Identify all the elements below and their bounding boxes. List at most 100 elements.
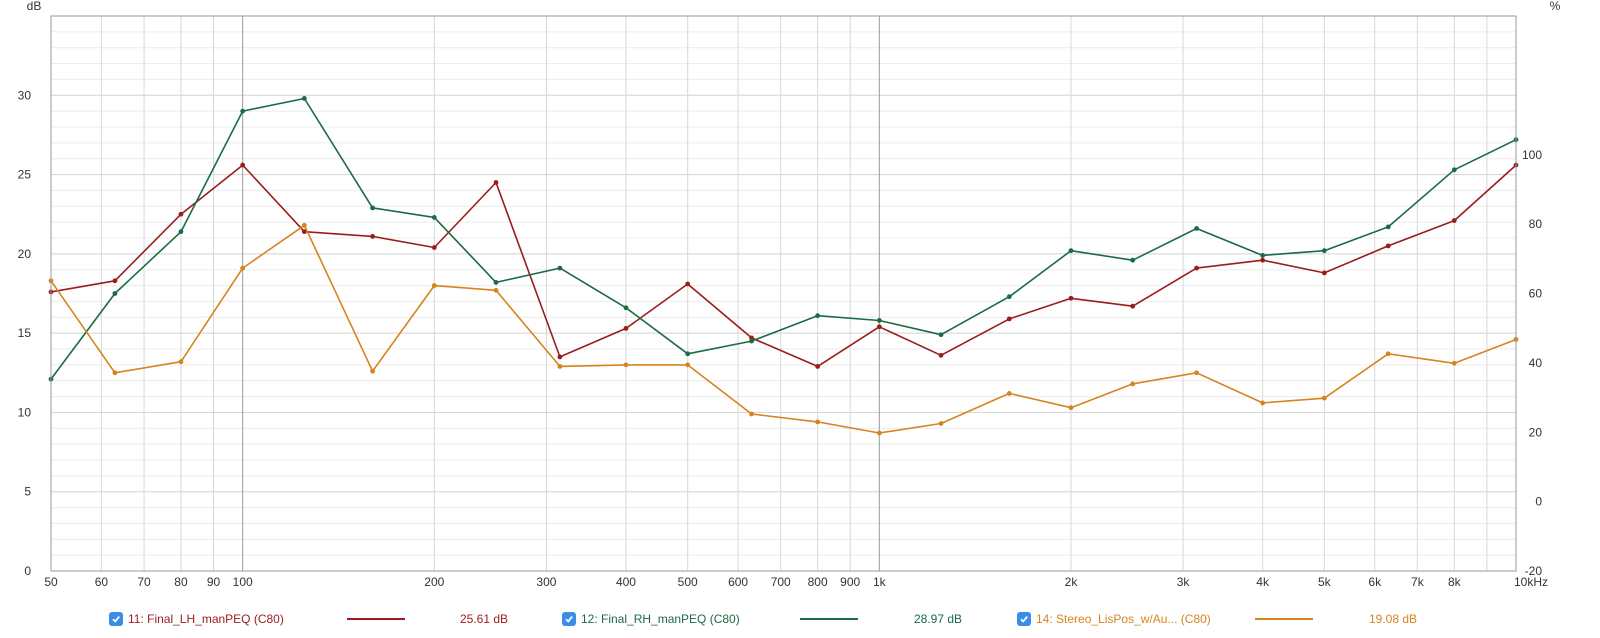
data-point: [1451, 360, 1457, 366]
data-point: [370, 234, 376, 239]
x-tick-label: 5k: [1318, 575, 1332, 589]
data-point: [1006, 294, 1012, 300]
data-point: [1068, 405, 1074, 411]
data-point: [938, 421, 944, 426]
x-tick-label: 200: [424, 575, 444, 589]
y2-tick-label: 60: [1529, 287, 1543, 301]
legend-line-swatch: [1255, 618, 1313, 620]
y2-tick-label: 80: [1529, 217, 1543, 231]
series-line: [50, 224, 1517, 434]
data-point: [1260, 257, 1266, 263]
legend-item-stereo-lispos[interactable]: 14: Stereo_LisPos_w/Au... (C80): [1017, 610, 1211, 628]
x-tick-label: 7k: [1411, 575, 1425, 589]
x-tick-label: 60: [95, 575, 109, 589]
data-point: [1006, 316, 1012, 322]
data-point: [1130, 257, 1136, 263]
y2-axis-unit: %: [1550, 0, 1561, 13]
x-tick-label: 1k: [873, 575, 887, 589]
y-tick-label: 5: [24, 485, 31, 499]
data-point: [1385, 224, 1391, 230]
data-point: [1194, 226, 1199, 231]
data-point: [301, 222, 307, 228]
y2-tick-label: 100: [1522, 148, 1542, 162]
data-point: [1130, 303, 1136, 309]
legend-item-final-rh[interactable]: 12: Final_RH_manPEQ (C80): [562, 610, 740, 628]
y-tick-label: 30: [18, 88, 32, 102]
x-tick-label: 700: [771, 575, 791, 589]
data-point: [1451, 218, 1457, 223]
data-point: [431, 245, 437, 250]
x-tick-label: 400: [616, 575, 636, 589]
data-point: [370, 205, 376, 211]
legend-series-value: 19.08 dB: [1369, 612, 1418, 626]
data-point: [301, 229, 307, 235]
y-tick-label: 15: [18, 326, 32, 340]
data-point: [1130, 381, 1136, 387]
data-point: [112, 291, 118, 296]
checkbox-icon[interactable]: [109, 612, 123, 626]
data-point: [1321, 395, 1327, 401]
data-point: [1194, 265, 1199, 271]
data-point: [938, 332, 944, 338]
legend-series-value: 28.97 dB: [914, 612, 963, 626]
x-tick-label: 500: [678, 575, 698, 589]
series-lines: [48, 96, 1519, 436]
x-tick-label: 10kHz: [1514, 575, 1548, 589]
data-point: [685, 281, 691, 287]
legend: 11: Final_LH_manPEQ (C80) 25.61 dB 12: F…: [0, 601, 1600, 635]
data-point: [876, 324, 882, 330]
legend-series-value: 25.61 dB: [460, 612, 509, 626]
data-point: [1068, 248, 1074, 254]
data-point: [1385, 351, 1391, 357]
x-tick-label: 900: [840, 575, 860, 589]
data-point: [557, 265, 563, 271]
y-tick-label: 20: [18, 247, 32, 261]
data-point: [749, 411, 754, 417]
data-point: [493, 287, 499, 293]
data-point: [1321, 270, 1327, 276]
data-point: [815, 419, 821, 425]
y-axis-unit: dB: [27, 0, 42, 13]
legend-series-name: 14: Stereo_LisPos_w/Au... (C80): [1036, 612, 1211, 626]
data-point: [876, 318, 882, 323]
data-point: [178, 359, 184, 365]
x-tick-label: 4k: [1256, 575, 1270, 589]
data-point: [749, 338, 754, 344]
x-tick-label: 70: [137, 575, 151, 589]
legend-item-final-lh[interactable]: 11: Final_LH_manPEQ (C80): [109, 610, 284, 628]
x-tick-label: 600: [728, 575, 748, 589]
x-tick-label: 80: [174, 575, 188, 589]
data-point: [1194, 370, 1199, 376]
plot-frame: [50, 15, 1517, 572]
data-point: [815, 364, 821, 369]
data-point: [1260, 253, 1266, 258]
data-point: [1451, 167, 1457, 173]
data-point: [178, 211, 184, 217]
tick-labels: 50 60 70 80 90 100 200 300 400 500 600 700 800 900 1k 2…: [18, 88, 1548, 589]
data-point: [1006, 391, 1012, 396]
data-point: [685, 351, 691, 357]
x-tick-label: 90: [207, 575, 221, 589]
y2-tick-label: 20: [1529, 425, 1543, 439]
data-point: [112, 278, 118, 284]
data-point: [240, 265, 246, 271]
x-tick-label: 2k: [1065, 575, 1079, 589]
y-tick-label: 25: [18, 168, 32, 182]
data-point: [1068, 295, 1074, 301]
data-point: [876, 430, 882, 436]
x-tick-label: 300: [536, 575, 556, 589]
data-point: [815, 313, 821, 319]
checkbox-icon[interactable]: [1017, 612, 1031, 626]
checkbox-icon[interactable]: [562, 612, 576, 626]
x-tick-label: 50: [44, 575, 58, 589]
data-point: [557, 364, 563, 369]
y-tick-label: 10: [18, 405, 32, 419]
data-point: [493, 280, 499, 285]
x-tick-label: 8k: [1448, 575, 1462, 589]
data-point: [1260, 400, 1266, 406]
series-0: [48, 162, 1519, 369]
data-point: [112, 370, 118, 376]
data-point: [370, 368, 376, 374]
x-tick-label: 800: [808, 575, 828, 589]
data-point: [623, 305, 629, 311]
